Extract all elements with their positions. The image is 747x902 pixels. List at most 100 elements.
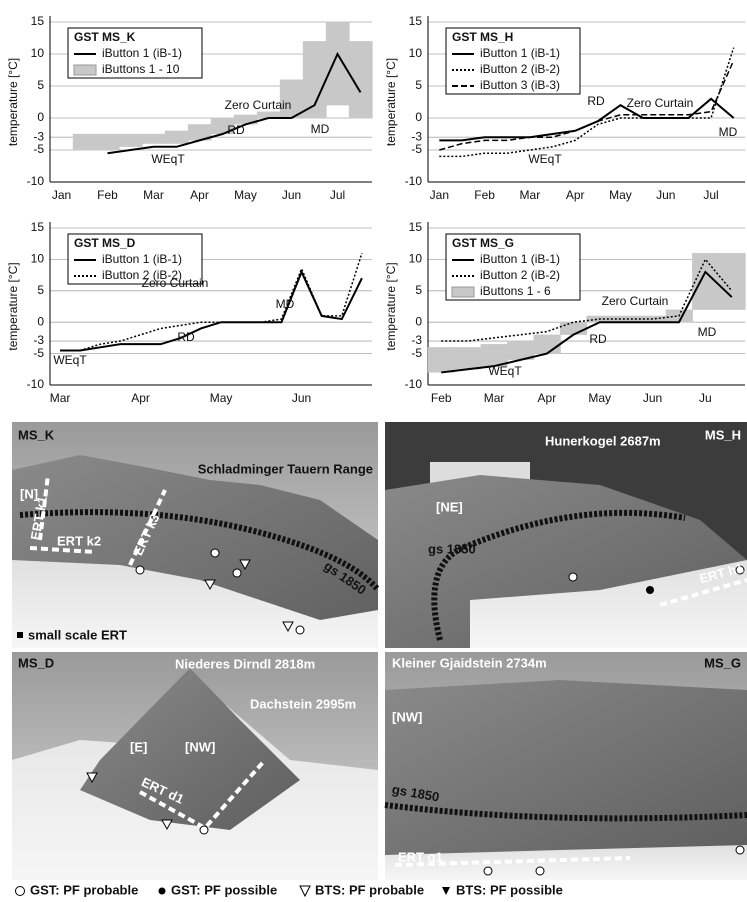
legend-label: iButtons 1 - 6 — [480, 284, 551, 298]
x-tick-label: Mar — [520, 188, 541, 202]
legend-label: BTS: PF possible — [456, 882, 563, 897]
y-tick-label: -5 — [33, 346, 44, 360]
range-band — [533, 334, 561, 354]
photo-title: MS_D — [18, 655, 54, 670]
legend-title: GST MS_G — [452, 236, 514, 250]
series-line — [60, 269, 363, 352]
x-tick-label: Apr — [131, 391, 150, 405]
x-tick-label: Jan — [52, 188, 71, 202]
y-tick-label: -10 — [27, 174, 45, 188]
symbol-legend: GST: PF probable GST: PF possible BTS: P… — [15, 882, 563, 897]
legend-swatch — [73, 64, 97, 76]
x-tick-label: Jun — [643, 391, 662, 405]
x-tick-label: Jun — [292, 391, 311, 405]
x-tick-label: May — [609, 188, 632, 202]
annotation: MD — [719, 125, 738, 139]
photo-ms-d: MS_D Niederes Dirndl 2818m Dachstein 299… — [12, 652, 378, 880]
photo-ms-k: MS_K Schladminger Tauern Range [N] ERT k… — [12, 422, 381, 648]
annotation: MD — [698, 325, 717, 339]
annotation: RD — [177, 330, 195, 344]
legend-label: GST: PF possible — [171, 882, 277, 897]
annotation: WEqT — [528, 152, 562, 166]
y-tick-label: 0 — [415, 314, 422, 328]
x-tick-label: May — [234, 188, 257, 202]
annotation: WEqT — [53, 353, 87, 367]
annotation: MD — [311, 122, 330, 136]
photo-label: Niederes Dirndl 2818m — [175, 656, 315, 671]
y-tick-label: 10 — [31, 46, 45, 60]
range-band — [164, 130, 189, 144]
range-band — [118, 133, 143, 147]
y-tick-label: 5 — [37, 283, 44, 297]
x-tick-label: Jun — [282, 188, 301, 202]
y-tick-label: 0 — [415, 110, 422, 124]
y-tick-label: -10 — [27, 377, 45, 391]
legend-title: GST MS_D — [74, 236, 136, 250]
photo-title: MS_K — [18, 427, 55, 442]
photo-label: [NE] — [436, 499, 463, 514]
photo-label: ERT k2 — [57, 533, 101, 548]
photo-label: gs 1850 — [428, 541, 476, 556]
legend-box — [445, 27, 581, 95]
legend-label: iButton 1 (iB-1) — [102, 252, 182, 266]
photo-label: small scale ERT — [28, 627, 127, 642]
series-line — [439, 47, 735, 158]
photo-label: [E] — [130, 739, 147, 754]
y-axis-label: temperature [°C] — [6, 262, 20, 350]
y-tick-label: 15 — [409, 220, 423, 234]
photo-label: [N] — [20, 486, 38, 501]
x-tick-label: Jun — [656, 188, 675, 202]
y-tick-label: -10 — [405, 174, 423, 188]
x-tick-label: Feb — [97, 188, 118, 202]
range-band — [559, 322, 588, 335]
series-line — [60, 252, 363, 352]
x-tick-label: Ju — [699, 391, 712, 405]
annotation: Zero Curtain — [627, 96, 694, 110]
range-band — [692, 252, 720, 310]
series-line — [441, 270, 733, 374]
x-tick-label: Mar — [484, 391, 505, 405]
y-tick-label: -3 — [411, 333, 422, 347]
x-tick-label: Mar — [143, 188, 164, 202]
y-tick-label: -5 — [411, 346, 422, 360]
legend-swatch — [451, 286, 475, 298]
annotation: RD — [589, 332, 607, 346]
x-tick-label: Feb — [474, 188, 495, 202]
photo-label: Kleiner Gjaidstein 2734m — [392, 655, 547, 670]
photo-label: Hunerkogel 2687m — [545, 433, 661, 448]
legend-title: GST MS_H — [452, 30, 513, 44]
y-tick-label: 5 — [415, 78, 422, 92]
range-band — [325, 21, 350, 106]
photo-label: Dachstein 2995m — [250, 696, 356, 711]
y-tick-label: -3 — [33, 129, 44, 143]
y-tick-label: 10 — [409, 252, 423, 266]
legend-label: iButton 1 (iB-1) — [480, 46, 560, 60]
range-band — [718, 252, 746, 310]
y-tick-label: 5 — [37, 78, 44, 92]
photo-title: MS_H — [705, 427, 741, 442]
legend-label: iButton 1 (iB-1) — [102, 46, 182, 60]
legend-label: GST: PF probable — [30, 882, 138, 897]
legend-label: iButton 2 (iB-2) — [480, 62, 560, 76]
x-tick-label: Apr — [538, 391, 557, 405]
range-band — [427, 347, 456, 373]
x-tick-label: Jul — [703, 188, 718, 202]
annotation: RD — [227, 123, 245, 137]
y-tick-label: -3 — [411, 129, 422, 143]
y-tick-label: 10 — [409, 46, 423, 60]
range-band — [454, 347, 482, 370]
x-tick-label: May — [210, 391, 233, 405]
legend-title: GST MS_K — [74, 30, 136, 44]
y-tick-label: -3 — [33, 333, 44, 347]
annotation: RD — [587, 94, 605, 108]
y-tick-label: -5 — [33, 142, 44, 156]
annotation: Zero Curtain — [142, 276, 209, 290]
x-tick-label: Apr — [566, 188, 585, 202]
annotation: Zero Curtain — [602, 294, 669, 308]
y-axis-label: temperature [°C] — [384, 58, 398, 146]
photo-label: Schladminger Tauern Range — [198, 461, 373, 476]
x-tick-label: Feb — [431, 391, 452, 405]
x-tick-label: Jan — [430, 188, 449, 202]
legend-label: iButton 2 (iB-2) — [480, 268, 560, 282]
